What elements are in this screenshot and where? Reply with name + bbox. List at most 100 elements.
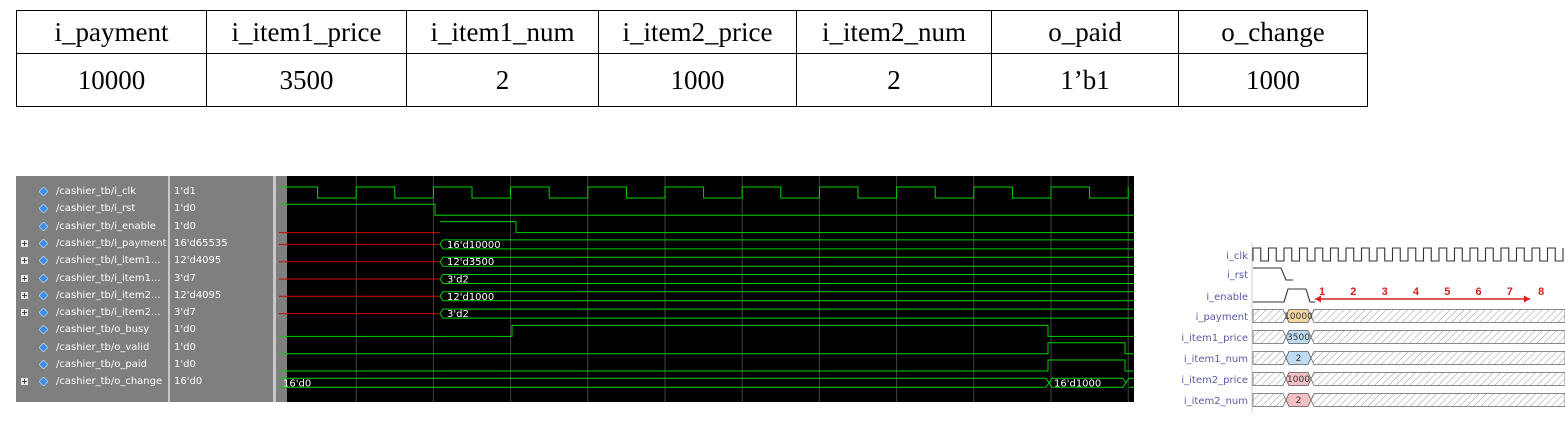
signal-diamond-icon: [39, 308, 48, 318]
cycle-number: 6: [1476, 286, 1482, 298]
signal-diamond-icon: [39, 342, 48, 352]
signal-row[interactable]: + /cashier_tb/i_item1...: [16, 253, 168, 270]
signal-name: /cashier_tb/o_busy: [56, 324, 150, 336]
bus-hatched-segment: [1252, 372, 1287, 386]
timing-signal-label: i_item1_num: [1184, 354, 1248, 365]
expand-icon[interactable]: +: [21, 273, 28, 283]
signal-row[interactable]: /cashier_tb/i_clk: [16, 184, 168, 201]
bus-hatched-segment: [1252, 330, 1287, 344]
signal-diamond-icon: [39, 325, 48, 335]
signal-row[interactable]: /cashier_tb/i_enable: [16, 219, 168, 236]
trace-o-busy: [279, 324, 1134, 337]
signal-value-row: 1'd0: [174, 340, 286, 357]
timing-signal-label: i_item1_price: [1181, 333, 1248, 344]
signal-name-pane[interactable]: /cashier_tb/i_clk/cashier_tb/i_rst/cashi…: [16, 176, 168, 402]
bus-hatched-segment: [1252, 309, 1287, 323]
signal-value-row: 1'd1: [174, 184, 286, 201]
timing-signal-label: i_enable: [1206, 292, 1248, 303]
bus-trace: [1125, 377, 1134, 388]
header-o-change: o_change: [1178, 10, 1368, 54]
trace-o-valid: [279, 342, 1134, 355]
signal-value: 1'd0: [174, 203, 196, 215]
cycle-number: 5: [1444, 286, 1450, 298]
cycle-number: 7: [1507, 286, 1513, 298]
header-i-payment: i_payment: [16, 10, 207, 54]
signal-name: /cashier_tb/i_item1...: [56, 272, 161, 284]
signal-diamond-icon: [39, 256, 48, 266]
bus-hatched-segment: [1252, 351, 1287, 365]
spec-table-value-row: 10000 3500 2 1000 2 1’b1 1000: [16, 53, 1368, 107]
bus-hatched-segment: [1310, 372, 1565, 386]
signal-name: /cashier_tb/i_payment: [56, 237, 167, 249]
signal-row[interactable]: + /cashier_tb/i_item2...: [16, 305, 168, 322]
signal-name: /cashier_tb/i_rst: [56, 203, 136, 215]
signal-row[interactable]: /cashier_tb/i_rst: [16, 201, 168, 218]
waveform-plot[interactable]: 16'd10000 12'd3500 3'd2 12'd1000 3'd2 16'd0 16…: [276, 176, 1134, 402]
signal-row[interactable]: /cashier_tb/o_busy: [16, 322, 168, 339]
signal-value-row: 1'd0: [174, 357, 286, 374]
header-o-paid: o_paid: [991, 10, 1179, 54]
signal-row[interactable]: /cashier_tb/o_valid: [16, 340, 168, 357]
expand-icon[interactable]: +: [21, 377, 28, 387]
signal-name: /cashier_tb/i_item2...: [56, 289, 161, 301]
bus-trace: [439, 308, 1134, 319]
bus-trace: [279, 377, 1050, 388]
signal-name: /cashier_tb/o_change: [56, 376, 163, 388]
header-i-item1-price: i_item1_price: [206, 10, 407, 54]
signal-row[interactable]: + /cashier_tb/i_item2...: [16, 288, 168, 305]
signal-value: 3'd7: [174, 307, 196, 319]
expand-icon[interactable]: +: [21, 256, 28, 266]
timing-signal-label: i_payment: [1196, 312, 1248, 323]
signal-value-row: 1'd0: [174, 219, 286, 236]
timing-signal-label: i_item2_num: [1184, 396, 1248, 407]
bus-value-label: 16'd0: [283, 378, 311, 389]
arrow-head-left-icon: [1315, 295, 1321, 303]
bus-value-label: 3'd2: [447, 309, 469, 320]
timing-trace-i-enable: [1253, 288, 1315, 303]
timing-diagram: i_clk i_rst i_enable i_payment i_item1_price…: [1181, 243, 1565, 413]
header-i-item2-price: i_item2_price: [598, 10, 797, 54]
value-i-item1-price: 3500: [206, 53, 407, 107]
signal-name: /cashier_tb/i_clk: [56, 186, 137, 197]
pane-divider[interactable]: [273, 176, 276, 402]
signal-value: 12'd4095: [174, 289, 222, 301]
pane-divider[interactable]: [168, 176, 171, 402]
trace-o-paid: [279, 359, 1134, 372]
bus-value-label: 12'd1000: [447, 292, 494, 303]
signal-diamond-icon: [39, 221, 48, 231]
expand-icon[interactable]: +: [21, 308, 28, 318]
value-o-paid: 1’b1: [991, 53, 1179, 107]
signal-value-pane[interactable]: 1'd1 1'd0 1'd0 16'd65535 12'd4095 3'd7 12'd409…: [170, 176, 287, 402]
value-i-item1-num: 2: [406, 53, 599, 107]
expand-icon[interactable]: +: [21, 238, 28, 248]
bus-trace: [439, 239, 1134, 250]
signal-value-row: 16'd0: [174, 374, 286, 391]
header-i-item1-num: i_item1_num: [406, 10, 599, 54]
expand-icon[interactable]: +: [21, 290, 28, 300]
signal-diamond-icon: [39, 377, 48, 387]
bus-hatched-segment: [1252, 393, 1287, 407]
signal-diamond-icon: [39, 360, 48, 369]
timing-trace-i-rst: [1253, 267, 1293, 281]
cycle-number: 1: [1319, 286, 1325, 298]
signal-row[interactable]: /cashier_tb/o_paid: [16, 357, 168, 374]
header-i-item2-num: i_item2_num: [796, 10, 992, 54]
signal-row[interactable]: + /cashier_tb/o_change: [16, 374, 168, 391]
signal-row[interactable]: + /cashier_tb/i_item1...: [16, 271, 168, 288]
bus-hatched-segment: [1310, 330, 1565, 344]
spec-table-header-row: i_payment i_item1_price i_item1_num i_it…: [16, 10, 1368, 54]
signal-name: /cashier_tb/o_paid: [56, 359, 147, 370]
bus-trace: [439, 274, 1134, 284]
signal-diamond-icon: [39, 238, 48, 248]
spec-table: i_payment i_item1_price i_item1_num i_it…: [16, 10, 1368, 107]
bus-value-label: 2: [1296, 354, 1302, 364]
signal-diamond-icon: [39, 204, 48, 214]
signal-value-row: 3'd7: [174, 305, 286, 322]
signal-value-row: 12'd4095: [174, 253, 286, 270]
signal-name: /cashier_tb/i_item2...: [56, 307, 161, 319]
cycle-number: 4: [1413, 286, 1420, 298]
bus-value-label: 3500: [1287, 333, 1310, 343]
signal-row[interactable]: + /cashier_tb/i_payment: [16, 236, 168, 253]
bus-hatched-segment: [1310, 309, 1565, 323]
arrow-head-right-icon: [1524, 295, 1530, 303]
